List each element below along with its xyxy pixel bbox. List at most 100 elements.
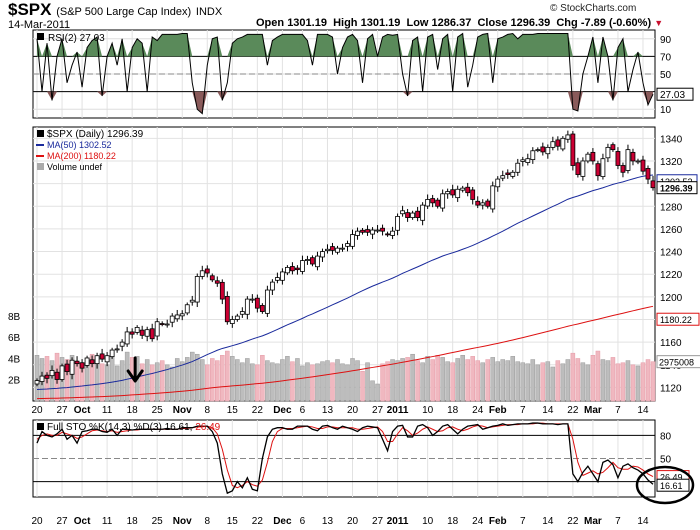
volume-bar — [159, 360, 165, 402]
quote-line: Open 1301.19 High 1301.19 Low 1286.37 Cl… — [256, 17, 664, 29]
rsi-line — [36, 32, 654, 115]
candle-body — [445, 191, 451, 195]
x-tick-label: 22 — [252, 516, 264, 527]
rsi-tick-label: 90 — [660, 35, 672, 46]
rsi-oversold-fill — [37, 91, 653, 114]
candle-body — [495, 178, 501, 188]
candle-body — [545, 146, 551, 155]
open-value: 1301.19 — [287, 17, 327, 29]
candle-body — [605, 146, 611, 159]
candle-body — [74, 360, 80, 365]
volume-bar — [550, 366, 556, 402]
candle-body — [450, 189, 456, 196]
candle-body — [520, 159, 526, 162]
candle-body — [350, 234, 355, 247]
candle-body — [305, 259, 310, 262]
index-name: (S&P 500 Large Cap Index) — [56, 6, 192, 18]
volume-bar — [49, 360, 55, 402]
source-credit: © StockCharts.com — [550, 3, 637, 14]
volume-bar — [515, 361, 521, 402]
x-tick-label: 2011 — [387, 516, 409, 527]
volume-bar — [164, 364, 170, 402]
candle-body — [335, 247, 340, 253]
x-tick-label: 7 — [520, 516, 526, 527]
x-tick-label: 22 — [252, 405, 264, 416]
candle-body — [460, 187, 466, 191]
volume-bar — [500, 359, 506, 402]
volume-bar — [455, 358, 460, 402]
candle-body — [39, 375, 45, 382]
volume-bar — [99, 363, 105, 402]
volume-bar — [220, 355, 225, 402]
candle-body — [585, 153, 591, 162]
sto-d-last-value: 26.49 — [660, 473, 683, 483]
circle-annotation — [635, 465, 695, 505]
candle-body — [184, 304, 190, 314]
volume-bar — [385, 361, 390, 402]
volume-bar — [305, 362, 310, 402]
volume-bar — [555, 360, 561, 402]
volume-bar — [540, 362, 546, 402]
candle-body — [415, 210, 421, 218]
candle-body — [54, 371, 60, 380]
candle-body — [570, 133, 576, 166]
candle-body — [385, 233, 390, 236]
candle-body — [365, 229, 370, 233]
x-tick-label: 22 — [567, 516, 579, 527]
candle-body — [485, 200, 491, 207]
x-tick-label: 11 — [102, 405, 113, 416]
volume-bar — [615, 363, 621, 402]
price-tick-label: 1240 — [660, 248, 683, 259]
x-tick-label: 22 — [567, 405, 579, 416]
candle-body — [124, 331, 130, 345]
candle-body — [430, 198, 436, 204]
candle-body — [540, 146, 546, 153]
volume-bar — [240, 362, 245, 402]
volume-bar — [580, 362, 586, 402]
volume-bar — [525, 363, 531, 402]
volume-bar — [34, 355, 40, 402]
volume-bar — [405, 357, 410, 402]
volume-bar — [585, 364, 591, 402]
x-tick-label: 18 — [127, 405, 139, 416]
volume-last-box — [656, 355, 700, 369]
x-tick-label: 8 — [204, 516, 210, 527]
candle-body — [174, 314, 180, 320]
candle-body — [34, 380, 40, 385]
candle-body — [49, 370, 55, 377]
rsi-last-value: 27.03 — [660, 90, 685, 101]
volume-bar — [560, 363, 566, 402]
volume-bar — [310, 364, 315, 402]
volume-bar — [650, 361, 656, 402]
volume-bar — [645, 359, 651, 402]
candle-body — [44, 374, 50, 379]
volume-bar — [285, 356, 290, 402]
candle-body — [179, 313, 185, 317]
candle-body — [264, 289, 270, 314]
symbol-title: $SPX (S&P 500 Large Cap Index) INDX — [8, 0, 222, 20]
volume-bar — [139, 363, 145, 402]
candle-body — [400, 210, 405, 215]
candle-body — [355, 230, 360, 236]
volume-bar — [210, 358, 215, 402]
volume-bar — [595, 350, 601, 402]
x-tick-label: 15 — [227, 516, 239, 527]
candle-body — [139, 329, 145, 336]
x-tick-label: 20 — [347, 405, 359, 416]
sto-k-line — [36, 422, 654, 495]
volume-bar — [545, 361, 551, 402]
volume-bar — [290, 361, 295, 402]
volume-bar — [325, 360, 330, 402]
volume-bar — [480, 362, 485, 402]
ma200-last-value: 1180.22 — [660, 315, 692, 325]
candle-body — [440, 193, 446, 209]
x-tick-label: 7 — [520, 405, 526, 416]
candle-body — [565, 134, 571, 140]
price-legend: $SPX (Daily) 1296.39 — [47, 129, 144, 140]
x-tick-label: 24 — [472, 405, 484, 416]
volume-bar — [520, 362, 526, 402]
volume-bar — [485, 359, 490, 402]
x-tick-label: 20 — [347, 516, 359, 527]
x-tick-label: Mar — [584, 405, 602, 416]
volume-bar — [460, 355, 465, 402]
